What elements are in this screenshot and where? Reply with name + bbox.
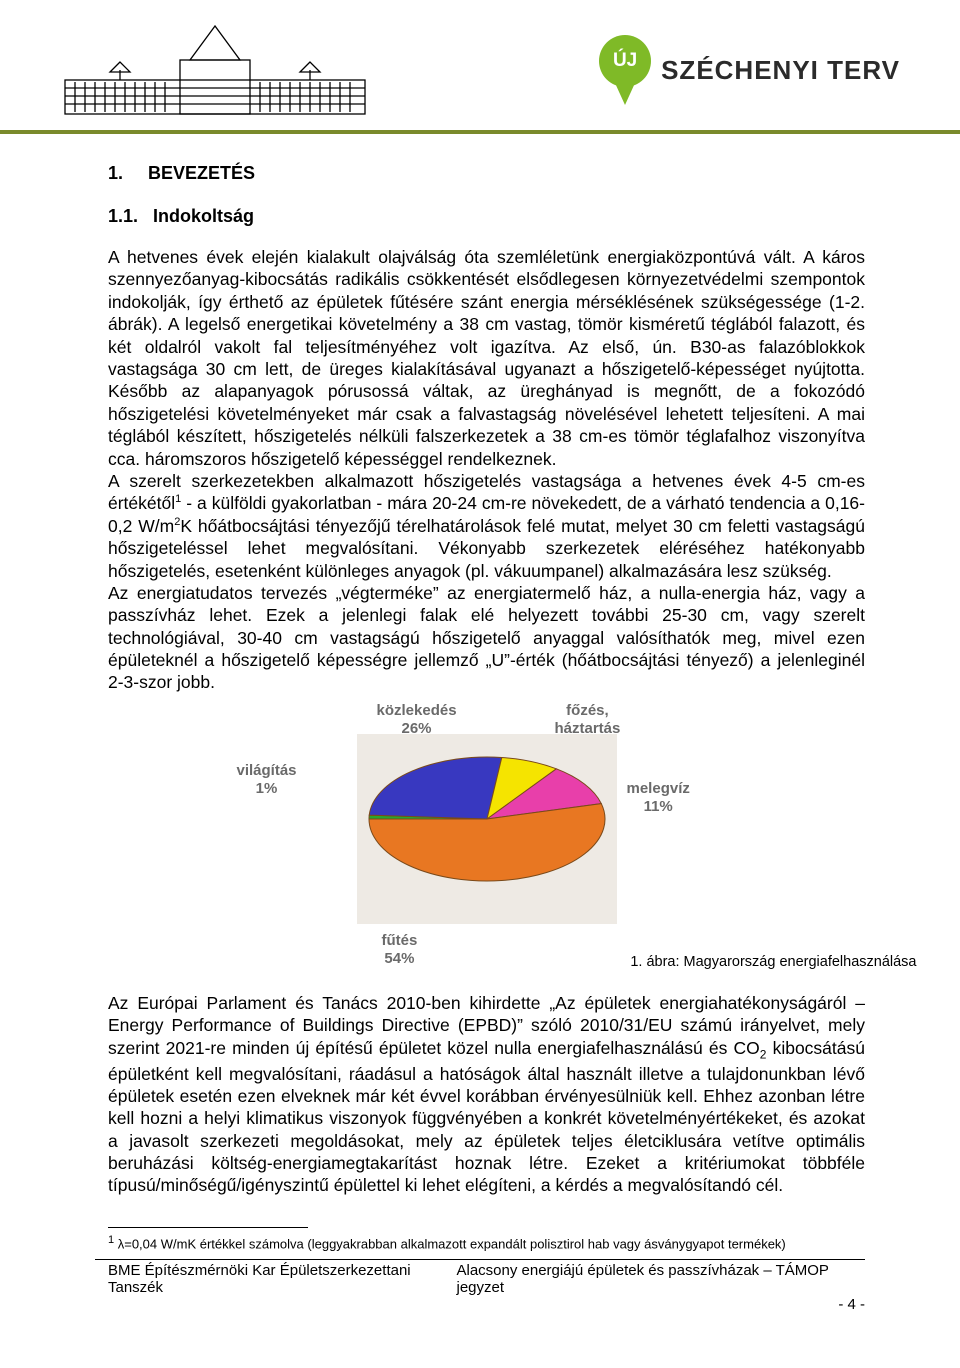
footnote-1: 1 λ=0,04 W/mK értékkel számolva (leggyak…: [0, 1234, 960, 1251]
section-title: BEVEZETÉS: [148, 163, 255, 183]
page-footer: BME Építészmérnöki Kar Épületszerkezetta…: [0, 1262, 960, 1296]
label-melegviz: melegvíz 11%: [627, 780, 690, 816]
footnote-text: λ=0,04 W/mK értékkel számolva (leggyakra…: [114, 1236, 786, 1251]
footer-right: Alacsony energiájú épületek és passzívhá…: [456, 1262, 865, 1296]
figure-caption: 1. ábra: Magyarország energiafelhasználá…: [630, 953, 916, 972]
paragraph-4: Az Európai Parlament és Tanács 2010-ben …: [108, 992, 865, 1197]
content-body: 1. BEVEZETÉS 1.1. Indokoltság A hetvenes…: [0, 162, 960, 1197]
szechenyi-text: SZÉCHENYI TERV: [661, 55, 900, 86]
uj-badge-icon: ÚJ: [599, 35, 651, 105]
footer-left: BME Építészmérnöki Kar Épületszerkezetta…: [108, 1262, 456, 1296]
paragraph-2: A szerelt szerkezetekben alkalmazott hős…: [108, 470, 865, 582]
paragraph-1: A hetvenes évek elején kialakult olajvál…: [108, 246, 865, 470]
section-number: 1.: [108, 163, 123, 183]
figure-1: világítás 1% közlekedés 26% főzés, házta…: [108, 702, 865, 982]
parliament-logo: [60, 20, 370, 120]
page-number: - 4 -: [0, 1296, 960, 1313]
para4a: Az Európai Parlament és Tanács 2010-ben …: [108, 993, 865, 1058]
pie-chart: világítás 1% közlekedés 26% főzés, házta…: [237, 702, 737, 982]
label-kozlekedes: közlekedés 26%: [377, 702, 457, 738]
pie-svg: [357, 734, 617, 929]
label-vilagitas: világítás 1%: [237, 762, 297, 798]
subsection-heading: 1.1. Indokoltság: [108, 205, 865, 228]
para4b: kibocsátású épületként kell megvalósítan…: [108, 1038, 865, 1196]
section-heading: 1. BEVEZETÉS: [108, 162, 865, 185]
footnote-rule: [108, 1227, 308, 1228]
paragraph-3: Az energiatudatos tervezés „végterméke” …: [108, 582, 865, 694]
subsection-number: 1.1.: [108, 206, 138, 226]
para2c: K hőátbocsájtási tényezőjű térelhatárolá…: [108, 516, 865, 581]
uj-badge-text: ÚJ: [613, 50, 637, 72]
page-header: ÚJ SZÉCHENYI TERV: [0, 0, 960, 134]
subsection-title: Indokoltság: [153, 206, 254, 226]
label-futes: fűtés 54%: [382, 932, 418, 968]
szechenyi-brand: ÚJ SZÉCHENYI TERV: [599, 35, 900, 105]
footer-rule: [95, 1259, 865, 1260]
